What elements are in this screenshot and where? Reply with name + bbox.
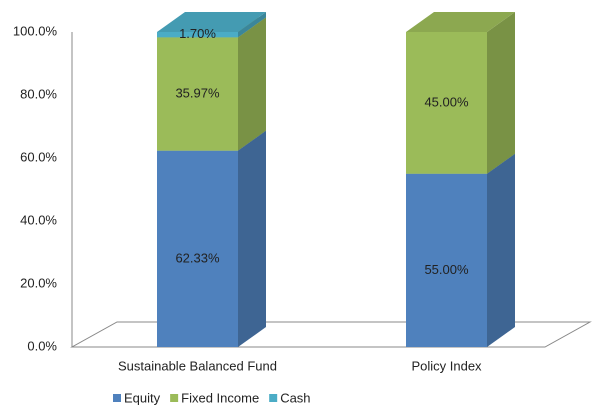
bar-front: [406, 32, 487, 174]
bar-front: [157, 150, 238, 347]
y-tick-label: 20.0%: [20, 275, 57, 290]
legend-swatch: [269, 394, 278, 402]
bar-side: [487, 12, 515, 174]
bar-top: [157, 12, 266, 32]
x-tick-label: Policy Index: [411, 358, 482, 373]
legend-label: Equity: [124, 390, 161, 405]
bar-front: [157, 37, 238, 151]
bar-side: [238, 17, 266, 151]
data-label: 62.33%: [175, 250, 220, 265]
legend-label: Cash: [280, 390, 310, 405]
data-label: 55.00%: [424, 262, 469, 277]
bar-front: [157, 32, 238, 38]
bar-front: [406, 173, 487, 347]
bar-side: [487, 153, 515, 347]
legend-swatch: [113, 394, 121, 402]
data-label: 35.97%: [175, 85, 220, 100]
bar-segment: [157, 130, 266, 347]
y-tick-label: 80.0%: [20, 86, 57, 101]
legend-label: Fixed Income: [181, 390, 259, 405]
legend-swatch: [170, 394, 179, 402]
x-tick-label: Sustainable Balanced Fund: [118, 358, 277, 373]
bar-side: [238, 12, 266, 38]
data-label: 1.70%: [179, 26, 216, 41]
y-tick-label: 40.0%: [20, 212, 57, 227]
bar-segment: [406, 12, 515, 174]
data-label: 45.00%: [424, 94, 469, 109]
bar-segment: [406, 153, 515, 347]
y-tick-label: 60.0%: [20, 149, 57, 164]
bar-segment: [157, 12, 266, 38]
bar-side: [238, 130, 266, 347]
y-tick-label: 100.0%: [13, 23, 58, 38]
y-tick-label: 0.0%: [27, 338, 57, 353]
bar-top: [406, 12, 515, 32]
